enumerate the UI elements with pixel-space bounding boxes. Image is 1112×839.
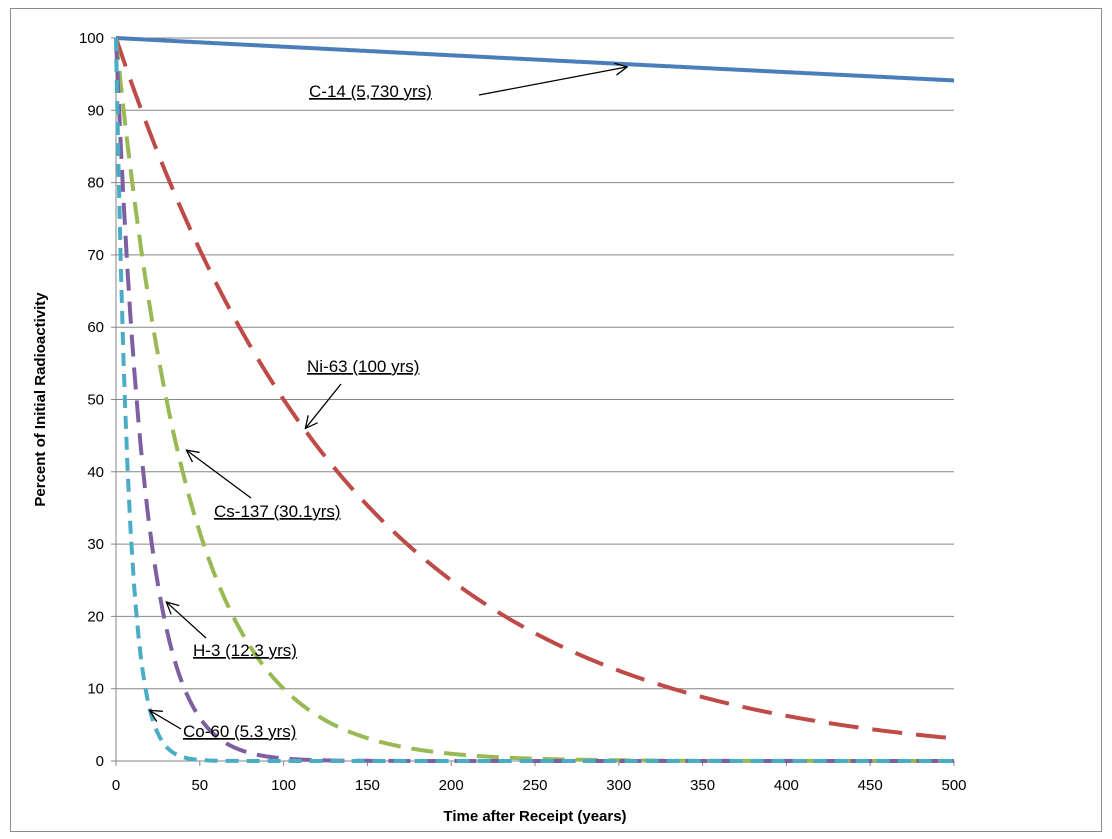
y-tick-label: 70 — [87, 247, 104, 264]
annotation-label: Cs-137 (30.1yrs) — [214, 502, 341, 521]
annotation: C-14 (5,730 yrs) — [309, 67, 627, 101]
annotation-label: Ni-63 (100 yrs) — [307, 357, 419, 376]
axis-labels: 0 10 20 30 40 50 60 70 80 90 100 0 50 100 150 200 250 300… — [32, 30, 967, 825]
y-tick-label: 50 — [87, 392, 104, 409]
x-tick-label: 200 — [439, 777, 464, 794]
y-tick-label: 20 — [87, 608, 104, 625]
annotation-arrow — [166, 602, 207, 639]
y-tick-label: 30 — [87, 536, 104, 553]
annotation-label: C-14 (5,730 yrs) — [309, 82, 432, 101]
x-tick-label: 500 — [941, 777, 966, 794]
y-tick-label: 80 — [87, 175, 104, 192]
annotation: Co-60 (5.3 yrs) — [150, 710, 296, 741]
series-line-ni-63 — [114, 37, 955, 741]
y-tick-label: 100 — [79, 30, 104, 47]
y-tick-label: 90 — [87, 102, 104, 119]
chart-svg: C-14 (5,730 yrs) Ni-63 (100 yrs) Cs-137 (3… — [32, 30, 967, 825]
x-tick-label: 250 — [522, 777, 547, 794]
annotation-label: Co-60 (5.3 yrs) — [183, 722, 296, 741]
x-tick-label: 50 — [191, 777, 208, 794]
gridlines — [116, 37, 954, 690]
x-tick-label: 0 — [112, 777, 120, 794]
annotation: Cs-137 (30.1yrs) — [186, 450, 341, 521]
annotation-label: H-3 (12.3 yrs) — [193, 641, 297, 660]
x-tick-label: 100 — [271, 777, 296, 794]
y-tick-label: 0 — [96, 753, 104, 770]
y-tick-label: 40 — [87, 464, 104, 481]
x-tick-label: 150 — [355, 777, 380, 794]
series-line-c-14 — [116, 36, 954, 83]
y-tick-label: 60 — [87, 319, 104, 336]
annotation: H-3 (12.3 yrs) — [166, 602, 297, 660]
x-tick-label: 400 — [774, 777, 799, 794]
x-tick-label: 350 — [690, 777, 715, 794]
x-tick-label: 450 — [858, 777, 883, 794]
series-lines — [114, 36, 955, 763]
annotation-arrow — [305, 383, 342, 428]
annotations: C-14 (5,730 yrs) Ni-63 (100 yrs) Cs-137 (3… — [150, 67, 628, 741]
annotation: Ni-63 (100 yrs) — [305, 357, 419, 428]
annotation-arrow — [150, 710, 182, 730]
y-axis-title: Percent of Initial Radioactivity — [32, 292, 49, 507]
chart-frame: C-14 (5,730 yrs) Ni-63 (100 yrs) Cs-137 (3… — [10, 8, 1102, 832]
series-line-h-3 — [114, 37, 954, 763]
annotation-arrow — [186, 450, 252, 499]
series-line-co-60 — [114, 37, 954, 763]
x-tick-label: 300 — [606, 777, 631, 794]
annotation-arrow — [478, 67, 627, 96]
y-tick-label: 10 — [87, 681, 104, 698]
x-axis-title: Time after Receipt (years) — [443, 808, 626, 825]
